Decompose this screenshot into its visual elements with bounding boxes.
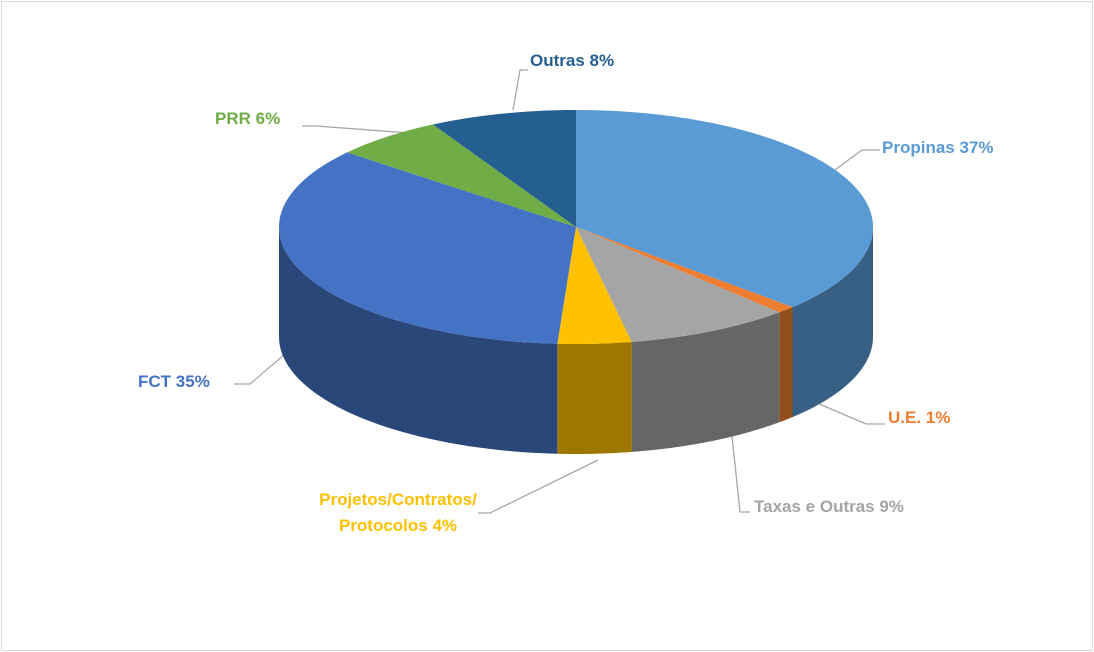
label-value: 37% (959, 138, 994, 157)
label-value: 35% (175, 372, 210, 391)
label-value: 1% (925, 408, 951, 427)
leader-line (478, 459, 599, 514)
data-label: Outras 8% (530, 48, 614, 74)
slice (557, 227, 632, 344)
data-label: Propinas 37% (882, 135, 994, 161)
slice (576, 227, 780, 342)
label-value: 4% (432, 516, 458, 535)
slice-side (631, 312, 780, 452)
data-label: U.E. 1% (888, 405, 950, 431)
slice (432, 110, 576, 227)
label-name: Taxas e Outras (754, 497, 875, 516)
leader-lines (234, 69, 885, 514)
label-value: 9% (879, 497, 904, 516)
slice-side (792, 227, 873, 418)
leader-line (302, 125, 411, 134)
slice (576, 227, 793, 313)
label-name: Outras (530, 51, 585, 70)
leader-line (512, 69, 528, 111)
label-value: 6% (255, 109, 281, 128)
label-name: FCT (138, 372, 172, 391)
leader-line (827, 149, 880, 176)
leader-line (809, 399, 885, 425)
slice (279, 152, 576, 344)
label-name: U.E. (888, 408, 922, 427)
label-value: 8% (589, 51, 615, 70)
slice (347, 124, 576, 227)
slice (576, 110, 873, 308)
label-name: PRR (215, 109, 251, 128)
label-name: Projetos/Contratos/Protocolos (319, 490, 477, 535)
label-name: Propinas (882, 138, 955, 157)
data-label: FCT 35% (138, 369, 210, 395)
leader-line (234, 347, 293, 385)
data-label: Taxas e Outras 9% (754, 494, 904, 520)
data-label: PRR 6% (215, 106, 280, 132)
slice-side (557, 341, 632, 454)
slice-side (279, 227, 558, 454)
slice-side (779, 307, 793, 423)
leader-line (731, 435, 750, 513)
data-label: Projetos/Contratos/Protocolos 4% (318, 487, 478, 539)
